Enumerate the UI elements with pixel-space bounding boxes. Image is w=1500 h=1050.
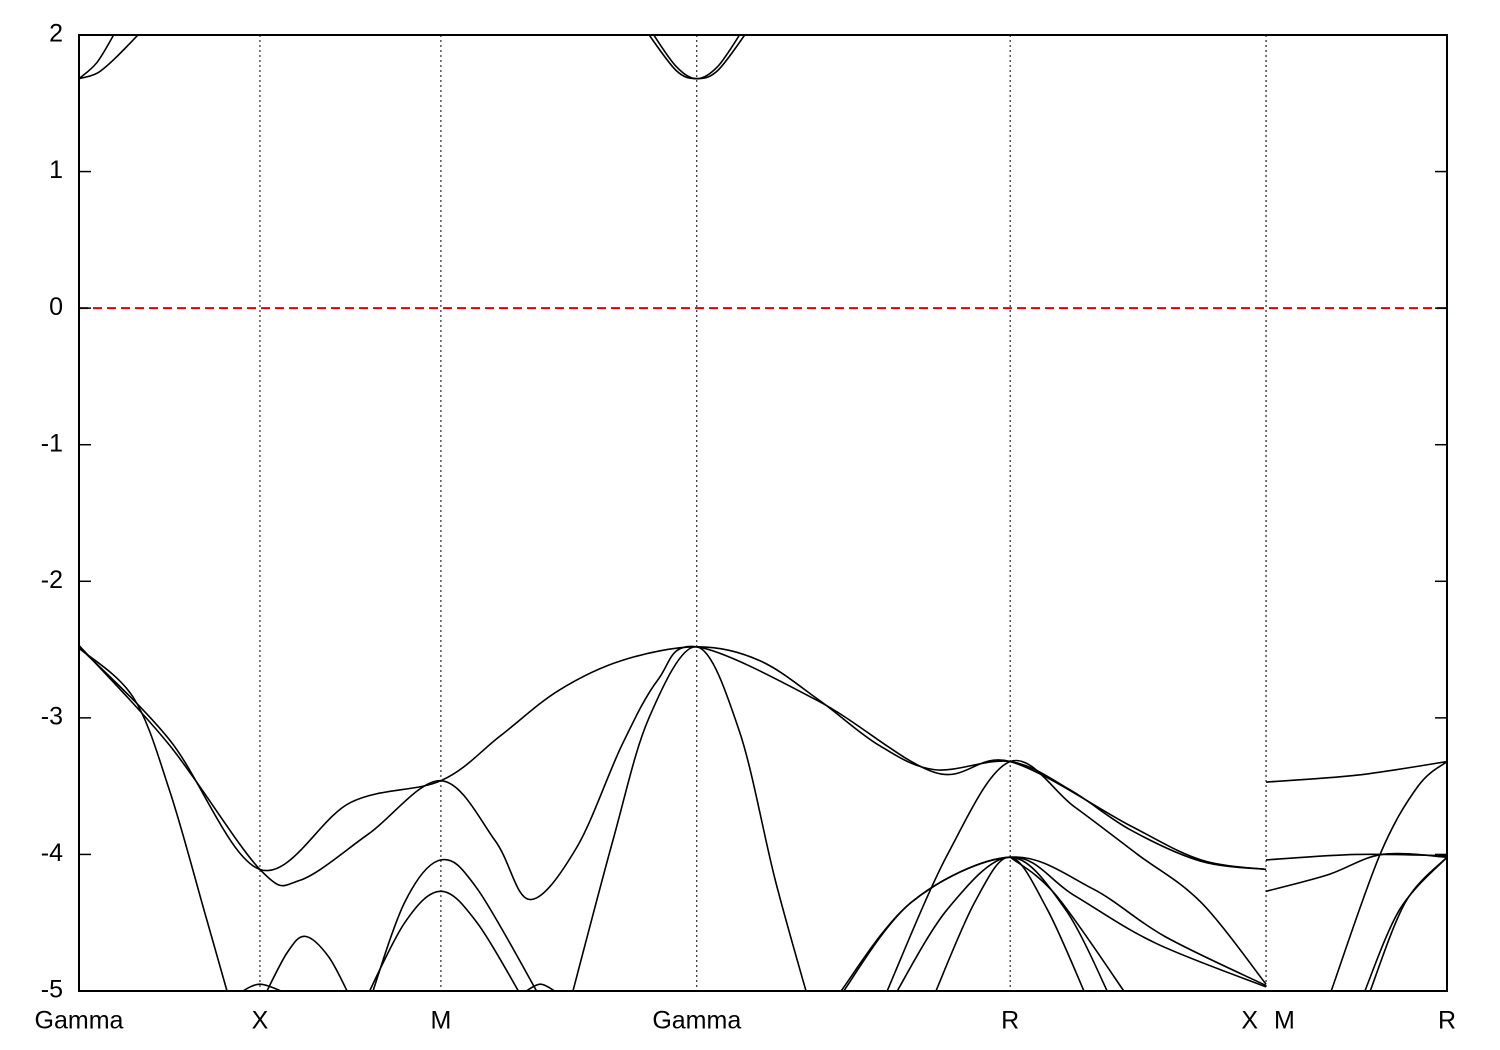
band-line <box>266 935 348 991</box>
x-tick-label: M <box>1274 1007 1295 1035</box>
band-line <box>1009 856 1125 991</box>
band-line <box>79 35 140 80</box>
y-tick-label: 0 <box>49 293 63 321</box>
x-tick-label: Gamma <box>35 1007 124 1035</box>
band-line <box>79 647 228 991</box>
y-tick-label: -5 <box>41 976 63 1004</box>
x-tick-label: M <box>430 1007 451 1035</box>
y-tick-label: 2 <box>49 20 63 48</box>
band-line <box>368 890 520 991</box>
plot-frame <box>78 34 1448 992</box>
x-tick-label: X <box>252 1007 269 1035</box>
y-tick-label: 1 <box>49 156 63 184</box>
band-line <box>79 35 115 80</box>
band-line <box>1330 760 1447 991</box>
plot-area <box>79 35 1447 991</box>
band-line <box>572 646 807 991</box>
band-line <box>79 644 1267 901</box>
band-line <box>1265 760 1447 783</box>
band-line <box>842 856 1267 991</box>
band-line <box>886 759 1267 991</box>
band-line <box>648 35 746 80</box>
x-tick-label: R <box>1001 1007 1019 1035</box>
band-line <box>524 983 556 991</box>
band-line <box>1265 852 1447 893</box>
y-tick-label: -2 <box>41 566 63 594</box>
y-tick-label: -4 <box>41 839 63 867</box>
x-tick-label: Gamma <box>652 1007 741 1035</box>
y-tick-label: -3 <box>41 702 63 730</box>
x-tick-label: R <box>1438 1007 1456 1035</box>
x-tick-label: X <box>1241 1007 1258 1035</box>
band-line <box>372 858 538 991</box>
band-line <box>241 983 283 991</box>
band-line <box>1369 856 1447 991</box>
y-tick-label: -1 <box>41 429 63 457</box>
